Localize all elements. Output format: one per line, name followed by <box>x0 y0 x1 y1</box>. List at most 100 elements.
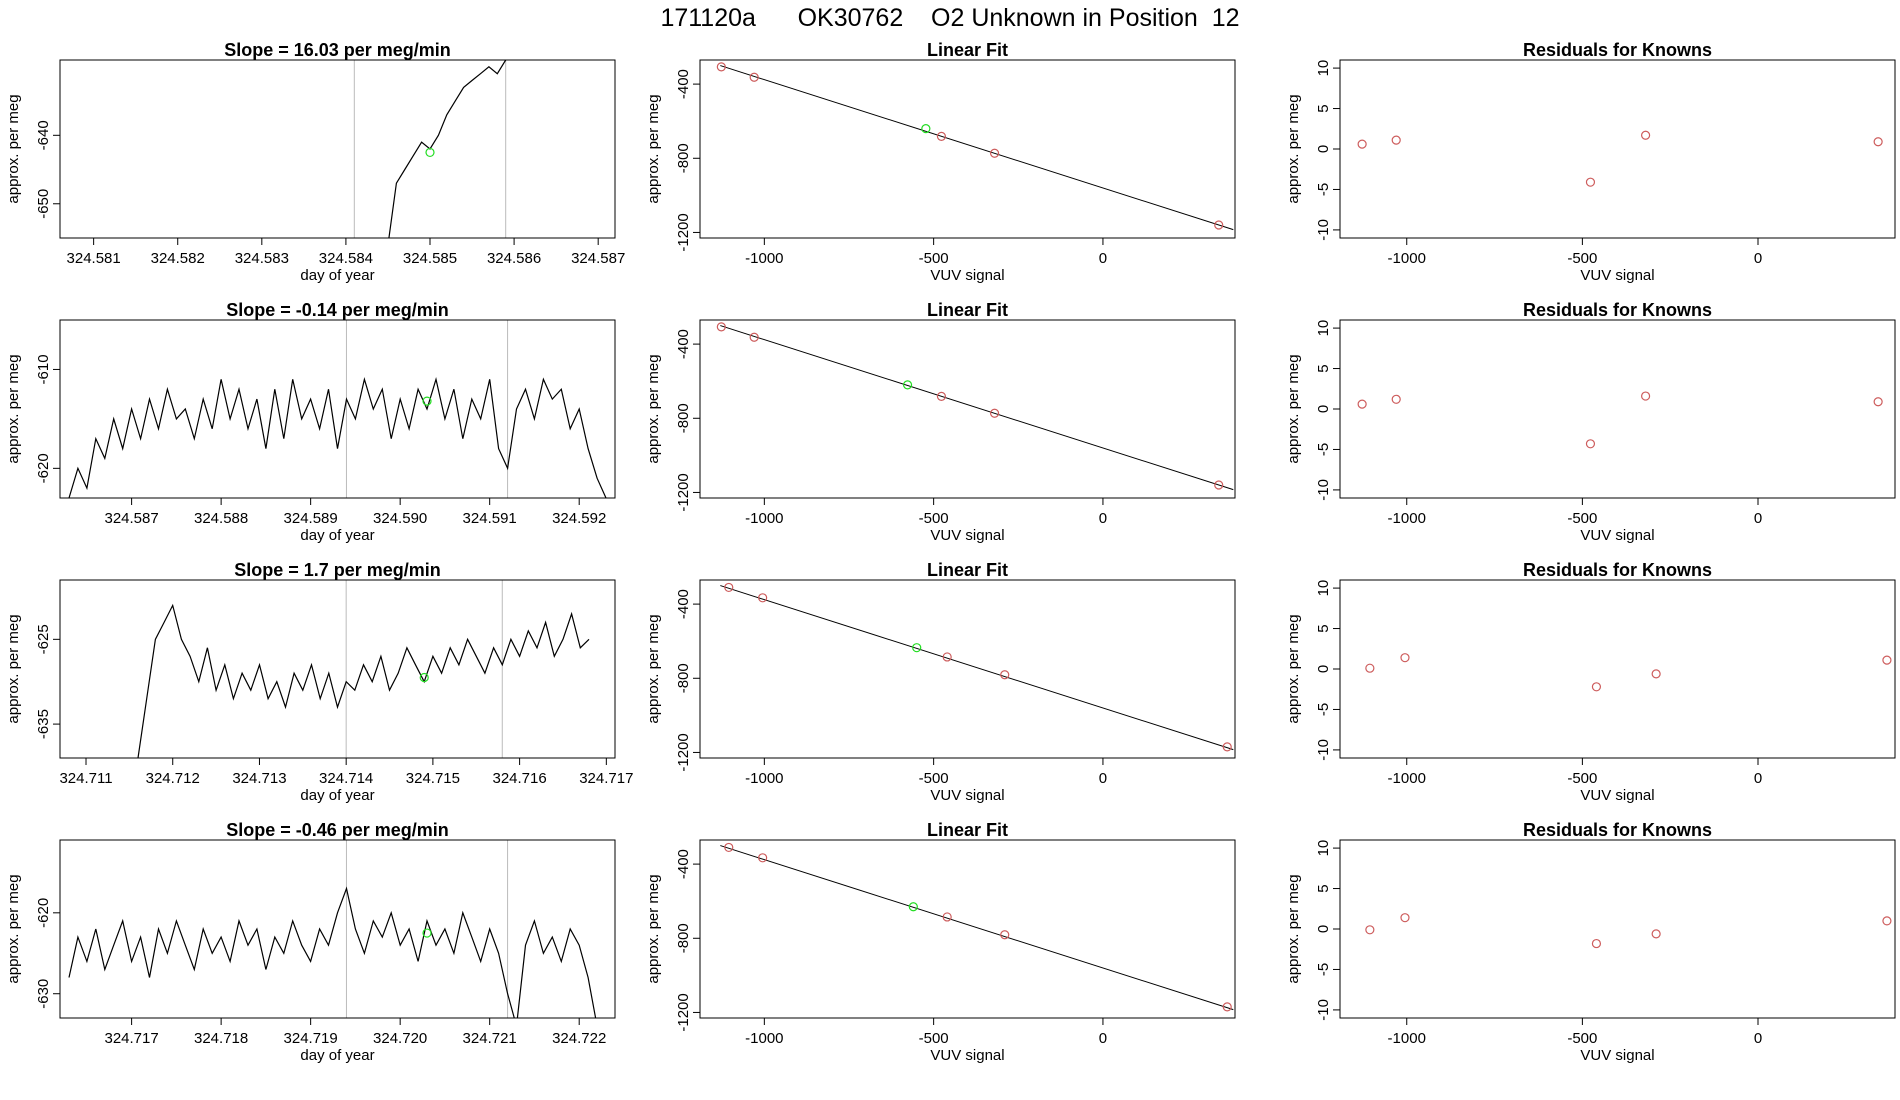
x-tick-label: -500 <box>1567 250 1597 267</box>
panel-residuals-row2: Residuals for Knowns -1000 -500 0 -10 -5 0 5 10 V… <box>1285 300 1896 544</box>
plot-frame <box>59 59 616 239</box>
y-tick-label: 5 <box>1315 364 1332 372</box>
x-tick-label: 324.715 <box>406 770 460 787</box>
known-point <box>1651 929 1661 939</box>
y-tick-label: -800 <box>675 663 692 693</box>
unknown-point <box>912 643 922 653</box>
x-axis-label: VUV signal <box>930 1047 1004 1064</box>
known-point <box>749 332 759 342</box>
known-point <box>1214 480 1224 490</box>
y-tick-label: 0 <box>1315 405 1332 413</box>
panel-title: Slope = 16.03 per meg/min <box>224 40 451 60</box>
y-tick-label: 0 <box>1315 665 1332 673</box>
y-axis-label: approx. per meg <box>5 354 22 463</box>
plot-area <box>716 322 1234 491</box>
x-tick-label: 324.720 <box>373 1030 427 1047</box>
plot-area <box>68 376 607 498</box>
panel-title: Residuals for Knowns <box>1523 820 1712 840</box>
highlight-point <box>422 928 432 938</box>
x-axis-label: day of year <box>300 1047 374 1064</box>
known-point <box>1873 137 1883 147</box>
x-tick-label: 0 <box>1099 770 1107 787</box>
series-line <box>388 60 507 238</box>
known-point <box>1400 653 1410 663</box>
y-tick-label: -5 <box>1315 703 1332 716</box>
plot-frame <box>699 579 1236 759</box>
x-tick-label: 324.582 <box>151 250 205 267</box>
x-tick-label: 324.717 <box>104 1030 158 1047</box>
known-point <box>989 148 1000 158</box>
y-axis-label: approx. per meg <box>1285 354 1302 463</box>
y-tick-label: 10 <box>1315 320 1332 337</box>
y-tick-label: -10 <box>1315 479 1332 501</box>
y-tick-label: 10 <box>1315 580 1332 597</box>
fit-line <box>720 585 1234 751</box>
known-point <box>749 72 759 82</box>
x-tick-label: 324.587 <box>104 510 158 527</box>
x-tick-label: 324.717 <box>579 770 633 787</box>
known-point <box>1222 1002 1232 1012</box>
known-point <box>1882 916 1892 926</box>
fit-line <box>720 65 1234 231</box>
panel-linear-fit-row4: Linear Fit -1000 -500 0 -1200 -800 -400 VUV sig… <box>645 820 1236 1064</box>
fit-line <box>720 845 1234 1011</box>
y-tick-label: -635 <box>35 709 52 739</box>
x-tick-label: -500 <box>1567 1030 1597 1047</box>
plot-area <box>1365 913 1892 949</box>
known-point <box>989 408 1000 418</box>
panel-timeseries-row3: Slope = 1.7 per meg/min 324.711 324.712 324… <box>5 560 633 804</box>
known-point <box>936 131 947 141</box>
panel-residuals-row3: Residuals for Knowns -1000 -500 0 -10 -5 0 5 10 V… <box>1285 560 1896 804</box>
known-point <box>1400 913 1410 923</box>
known-point <box>1222 742 1232 752</box>
y-axis-label: approx. per meg <box>645 874 662 983</box>
x-tick-label: 324.716 <box>492 770 546 787</box>
y-axis-label: approx. per meg <box>1285 874 1302 983</box>
y-axis-label: approx. per meg <box>645 614 662 723</box>
plot-frame <box>1339 59 1896 239</box>
x-tick-label: 324.721 <box>463 1030 517 1047</box>
panel-title: Slope = -0.46 per meg/min <box>226 820 449 840</box>
y-tick-label: -640 <box>35 120 52 150</box>
x-axis-label: VUV signal <box>930 267 1004 284</box>
plot-frame <box>59 579 616 759</box>
y-tick-label: -1200 <box>675 473 692 511</box>
x-tick-label: -500 <box>1567 770 1597 787</box>
y-axis-label: approx. per meg <box>5 94 22 203</box>
x-tick-label: 0 <box>1754 250 1762 267</box>
x-tick-label: 324.714 <box>319 770 373 787</box>
plot-area <box>720 842 1234 1012</box>
series-line <box>137 603 590 758</box>
x-tick-label: 0 <box>1754 770 1762 787</box>
known-point <box>1000 670 1010 680</box>
x-tick-label: 324.719 <box>284 1030 338 1047</box>
panel-title: Linear Fit <box>927 40 1008 60</box>
highlight-point <box>422 396 432 406</box>
panel-title: Slope = -0.14 per meg/min <box>226 300 449 320</box>
known-point <box>716 322 726 332</box>
series-line <box>68 376 607 498</box>
highlight-point <box>419 672 429 683</box>
x-tick-label: -1000 <box>745 1030 783 1047</box>
x-tick-label: 324.590 <box>373 510 427 527</box>
plot-frame <box>699 839 1236 1019</box>
y-tick-label: -400 <box>675 329 692 359</box>
known-point <box>758 853 768 863</box>
fit-line <box>720 325 1234 491</box>
series-line <box>68 886 597 1018</box>
known-point <box>1214 220 1224 230</box>
y-tick-label: -1200 <box>675 993 692 1031</box>
x-tick-label: 324.591 <box>463 510 517 527</box>
known-point <box>1651 669 1661 679</box>
x-axis-label: VUV signal <box>930 787 1004 804</box>
x-tick-label: -1000 <box>1388 510 1426 527</box>
known-point <box>1873 397 1883 407</box>
known-point <box>724 842 734 853</box>
panel-residuals-row1: Residuals for Knowns -1000 -500 0 -10 -5 0 5 10 V… <box>1285 40 1896 284</box>
panel-linear-fit-row1: Linear Fit -1000 -500 0 -1200 -800 -400 VUV sig… <box>645 40 1236 284</box>
known-point <box>1585 177 1596 187</box>
plot-frame <box>59 839 616 1019</box>
y-tick-label: -800 <box>675 923 692 953</box>
y-tick-label: -400 <box>675 589 692 619</box>
y-tick-label: -630 <box>35 979 52 1009</box>
